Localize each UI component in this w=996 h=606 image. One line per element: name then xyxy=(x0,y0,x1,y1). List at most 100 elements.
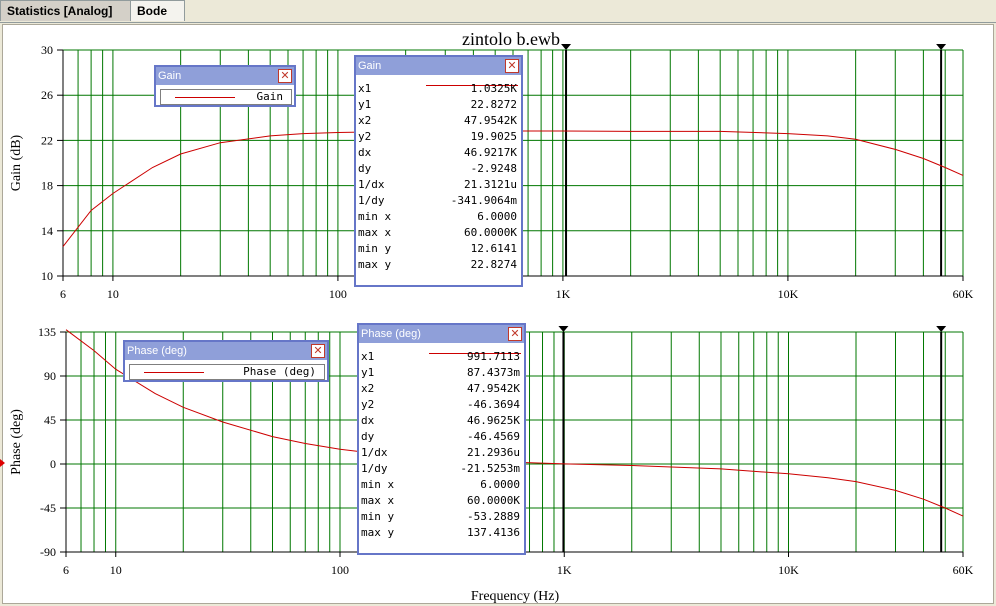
cursor-row-key: y1 xyxy=(358,98,372,111)
cursor-row-value: 19.9025 xyxy=(470,130,517,143)
y-tick-label: -90 xyxy=(40,545,56,559)
cursor-row-value: -21.5253m xyxy=(460,462,520,475)
cursor-row-value: -2.9248 xyxy=(470,162,517,175)
phase-legend-entry: Phase (deg) xyxy=(129,364,325,380)
close-icon[interactable]: ✕ xyxy=(311,344,325,358)
x-tick-label: 1K xyxy=(556,287,571,301)
cursor-row-key: max y xyxy=(358,258,392,271)
cursor-row-value: 1.0325K xyxy=(470,82,517,95)
phase-legend-window[interactable]: Phase (deg) ✕ Phase (deg) xyxy=(123,340,329,382)
cursor-row-value: 60.0000K xyxy=(467,494,520,507)
y-tick-label: 26 xyxy=(41,88,53,102)
tab-statistics-analog[interactable]: Statistics [Analog] xyxy=(0,0,131,21)
y-axis-label: Gain (dB) xyxy=(9,134,24,191)
phase-legend-label: Phase (deg) xyxy=(243,365,316,378)
cursor-row-value: 6.0000 xyxy=(480,478,520,491)
x-tick-label: 10 xyxy=(107,287,119,301)
cursor-row: x2 47.9542K xyxy=(358,113,517,129)
cursor-row: max y 137.4136 xyxy=(361,525,520,541)
cursor-handle-icon xyxy=(936,44,947,50)
cursor-handle-icon xyxy=(561,44,572,50)
cursor-row-key: dx xyxy=(358,146,372,159)
cursor-row: dy -46.4569 xyxy=(361,429,520,445)
cursor-row-key: min y xyxy=(361,510,395,523)
cursor-row-value: 6.0000 xyxy=(477,210,517,223)
cursor-row: 1/dx 21.2936u xyxy=(361,445,520,461)
cursor-row-value: 137.4136 xyxy=(467,526,520,539)
x-tick-label: 60K xyxy=(953,287,974,301)
cursor-row: max x 60.0000K xyxy=(358,225,517,241)
phase-cursor-titlebar[interactable]: Phase (deg) ✕ xyxy=(359,325,524,343)
y-tick-label: 14 xyxy=(41,224,53,238)
gain-legend-window[interactable]: Gain ✕ Gain xyxy=(154,65,296,107)
cursor-row-value: 60.0000K xyxy=(464,226,517,239)
gain-legend-titlebar[interactable]: Gain ✕ xyxy=(156,67,294,85)
cursor-row: x2 47.9542K xyxy=(361,381,520,397)
cursor-row-key: dy xyxy=(358,162,372,175)
gain-legend-swatch xyxy=(175,97,235,98)
close-icon[interactable]: ✕ xyxy=(278,69,292,83)
cursor-row-value: 46.9625K xyxy=(467,414,520,427)
cursor-row: min y 12.6141 xyxy=(358,241,517,257)
cursor-row: 1/dy -341.9064m xyxy=(358,193,517,209)
cursor-row-key: 1/dx xyxy=(361,446,388,459)
cursor-row-value: 47.9542K xyxy=(467,382,520,395)
cursor-row: x1 991.7113 xyxy=(361,349,520,365)
y-tick-label: 30 xyxy=(41,43,53,57)
cursor-row-key: x1 xyxy=(361,350,375,363)
x-axis-label: Frequency (Hz) xyxy=(471,589,560,603)
phase-legend-titlebar[interactable]: Phase (deg) ✕ xyxy=(125,342,327,360)
y-tick-label: 22 xyxy=(41,133,53,147)
phase-zero-marker-icon xyxy=(0,459,5,467)
cursor-row-value: -53.2889 xyxy=(467,510,520,523)
cursor-row-key: max y xyxy=(361,526,395,539)
phase-legend-swatch xyxy=(144,372,204,373)
tab-bode[interactable]: Bode xyxy=(131,0,185,21)
gain-cursor-swatch xyxy=(426,85,518,86)
cursor-row: max y 22.8274 xyxy=(358,257,517,273)
cursor-row-key: y2 xyxy=(358,130,372,143)
gain-legend-entry: Gain xyxy=(160,89,292,105)
x-tick-label: 100 xyxy=(331,563,349,577)
cursor-row-key: 1/dy xyxy=(358,194,385,207)
cursor-row: y1 22.8272 xyxy=(358,97,517,113)
gain-legend-label: Gain xyxy=(256,90,284,103)
y-tick-label: 90 xyxy=(44,369,56,383)
cursor-row-value: 22.8272 xyxy=(470,98,517,111)
cursor-row-value: -341.9064m xyxy=(450,194,517,207)
x-tick-label: 60K xyxy=(953,563,974,577)
phase-cursor-swatch xyxy=(429,353,521,354)
cursor-row-value: 22.8274 xyxy=(470,258,517,271)
cursor-row: min y -53.2889 xyxy=(361,509,520,525)
y-tick-label: 0 xyxy=(50,457,56,471)
cursor-row-key: x2 xyxy=(358,114,372,127)
y-tick-label: 10 xyxy=(41,269,53,283)
x-tick-label: 10K xyxy=(778,287,799,301)
cursor-row: 1/dx 21.3121u xyxy=(358,177,517,193)
cursor-row: dy -2.9248 xyxy=(358,161,517,177)
y-tick-label: -45 xyxy=(40,501,56,515)
cursor-row: dx 46.9217K xyxy=(358,145,517,161)
cursor-row-key: y1 xyxy=(361,366,375,379)
close-icon[interactable]: ✕ xyxy=(508,327,522,341)
cursor-row-value: 87.4373m xyxy=(467,366,520,379)
y-tick-label: 45 xyxy=(44,413,56,427)
cursor-row: min x 6.0000 xyxy=(358,209,517,225)
phase-cursor-window[interactable]: Phase (deg) ✕ x1 991.7113 y1 87.4373m x2 47.9… xyxy=(357,323,526,555)
gain-legend-title: Gain xyxy=(158,70,182,82)
phase-cursor-title: Phase (deg) xyxy=(361,328,421,340)
cursor-row-key: y2 xyxy=(361,398,375,411)
cursor-row-key: 1/dy xyxy=(361,462,388,475)
gain-cursor-titlebar[interactable]: Gain ✕ xyxy=(356,57,521,75)
cursor-row-key: min x xyxy=(361,478,395,491)
cursor-row-value: 21.3121u xyxy=(464,178,517,191)
gain-cursor-window[interactable]: Gain ✕ x1 1.0325K y1 22.8272 x2 47.9542K y2 19.… xyxy=(354,55,523,287)
cursor-row-value: 12.6141 xyxy=(470,242,517,255)
y-tick-label: 18 xyxy=(41,179,53,193)
close-icon[interactable]: ✕ xyxy=(505,59,519,73)
cursor-handle-icon xyxy=(936,326,947,332)
cursor-row-key: x1 xyxy=(358,82,372,95)
chart-title: zintolo b.ewb xyxy=(462,29,560,49)
cursor-row: 1/dy -21.5253m xyxy=(361,461,520,477)
